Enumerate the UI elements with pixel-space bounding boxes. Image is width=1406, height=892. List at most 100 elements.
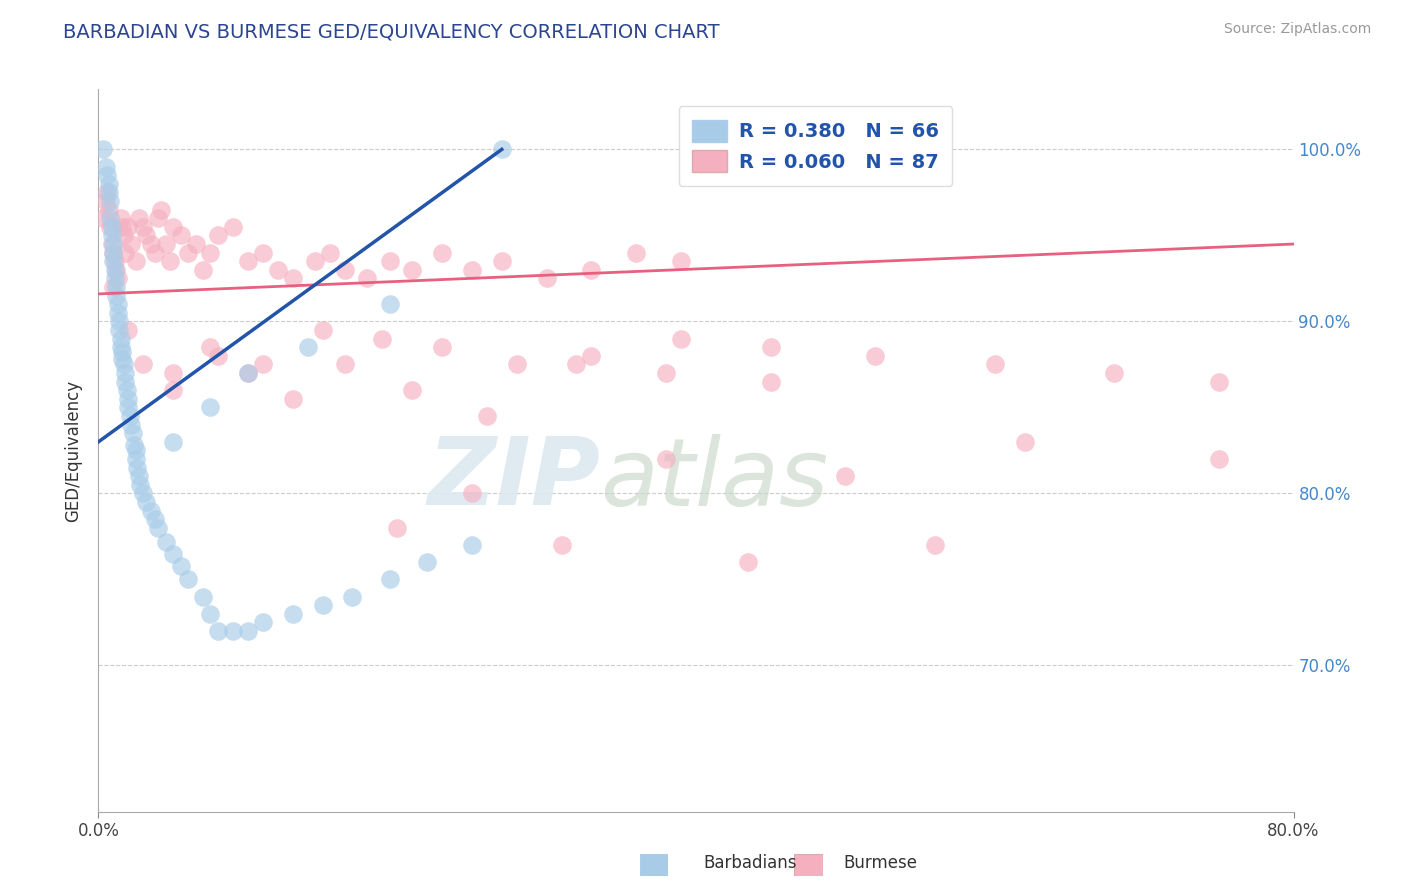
- Text: ZIP: ZIP: [427, 434, 600, 525]
- Point: [97, 177, 120, 191]
- Point: [236, 624, 259, 639]
- Point: [669, 254, 692, 268]
- Point: [114, 375, 136, 389]
- Point: [121, 426, 143, 441]
- Point: [281, 392, 304, 406]
- Point: [114, 245, 136, 260]
- Point: [162, 384, 184, 398]
- Point: [132, 358, 155, 372]
- Point: [200, 340, 222, 354]
- Point: [128, 211, 150, 226]
- Point: [565, 358, 588, 372]
- Text: BARBADIAN VS BURMESE GED/EQUIVALENCY CORRELATION CHART: BARBADIAN VS BURMESE GED/EQUIVALENCY COR…: [63, 22, 720, 41]
- Point: [506, 358, 529, 372]
- Point: [150, 202, 173, 217]
- Point: [200, 401, 222, 415]
- Point: [281, 271, 304, 285]
- Point: [297, 340, 319, 354]
- Point: [148, 211, 170, 226]
- Point: [124, 438, 146, 452]
- Point: [112, 358, 135, 372]
- Point: [162, 547, 184, 561]
- Point: [101, 228, 124, 243]
- Point: [110, 332, 132, 346]
- Point: [103, 254, 125, 268]
- Point: [107, 297, 129, 311]
- Point: [536, 271, 558, 285]
- Y-axis label: GED/Equivalency: GED/Equivalency: [65, 379, 83, 522]
- Point: [401, 262, 423, 277]
- Point: [1014, 434, 1036, 449]
- Point: [319, 245, 342, 260]
- Point: [159, 254, 181, 268]
- Point: [117, 401, 139, 415]
- Point: [759, 375, 782, 389]
- Point: [491, 142, 513, 156]
- Point: [177, 573, 200, 587]
- Point: [191, 262, 214, 277]
- Point: [139, 237, 162, 252]
- Point: [139, 503, 162, 517]
- Point: [416, 555, 439, 569]
- Point: [342, 590, 364, 604]
- Point: [91, 142, 114, 156]
- Point: [108, 323, 131, 337]
- Point: [128, 469, 150, 483]
- Point: [356, 271, 378, 285]
- Point: [491, 254, 513, 268]
- Point: [117, 392, 139, 406]
- Point: [114, 366, 136, 380]
- Point: [98, 194, 122, 208]
- Legend: R = 0.380   N = 66, R = 0.060   N = 87: R = 0.380 N = 66, R = 0.060 N = 87: [679, 106, 952, 186]
- Point: [91, 211, 114, 226]
- Point: [115, 384, 138, 398]
- Point: [94, 194, 117, 208]
- Text: Barbadians: Barbadians: [703, 855, 797, 872]
- Point: [984, 358, 1007, 372]
- Point: [924, 538, 946, 552]
- Point: [236, 366, 259, 380]
- Point: [581, 349, 603, 363]
- Point: [461, 486, 484, 500]
- Point: [191, 590, 214, 604]
- Point: [129, 478, 152, 492]
- Point: [169, 558, 191, 573]
- Point: [461, 262, 484, 277]
- Point: [430, 245, 453, 260]
- Point: [111, 219, 134, 234]
- Point: [759, 340, 782, 354]
- Point: [371, 332, 394, 346]
- Point: [385, 521, 409, 535]
- Point: [135, 228, 157, 243]
- Point: [281, 607, 304, 621]
- Point: [125, 452, 148, 467]
- Point: [169, 228, 191, 243]
- Point: [110, 211, 132, 226]
- Point: [97, 202, 120, 217]
- Point: [162, 219, 184, 234]
- Point: [401, 384, 423, 398]
- Point: [135, 495, 157, 509]
- Point: [98, 211, 122, 226]
- Point: [737, 555, 759, 569]
- Point: [96, 168, 118, 182]
- Point: [127, 460, 149, 475]
- Point: [97, 186, 120, 200]
- Point: [120, 237, 142, 252]
- Point: [103, 245, 125, 260]
- Point: [111, 352, 134, 367]
- Point: [475, 409, 498, 423]
- Point: [120, 417, 142, 432]
- Point: [669, 332, 692, 346]
- Point: [107, 271, 129, 285]
- Point: [105, 280, 128, 294]
- Point: [162, 434, 184, 449]
- Point: [94, 160, 117, 174]
- Point: [117, 219, 139, 234]
- Point: [581, 262, 603, 277]
- Point: [222, 624, 245, 639]
- Point: [1104, 366, 1126, 380]
- Point: [104, 262, 127, 277]
- Point: [267, 262, 290, 277]
- Point: [200, 607, 222, 621]
